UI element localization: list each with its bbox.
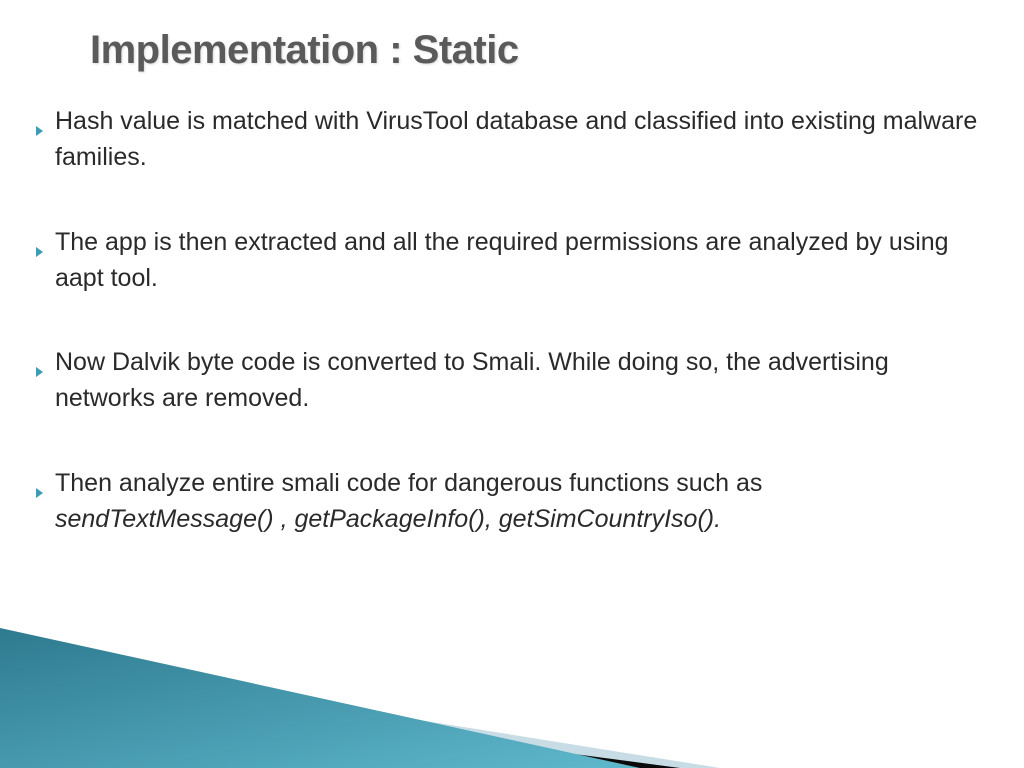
- bullet-text-italic: sendTextMessage() , getPackageInfo(), ge…: [55, 505, 721, 533]
- bullet-item: Now Dalvik byte code is converted to Sma…: [35, 344, 984, 417]
- slide-decor-triangles: [0, 628, 1024, 768]
- bullet-text: The app is then extracted and all the re…: [55, 224, 984, 297]
- bullet-marker-icon: [35, 465, 55, 509]
- slide-title: Implementation : Static: [0, 0, 1024, 73]
- bullet-item: The app is then extracted and all the re…: [35, 224, 984, 297]
- slide-content: Hash value is matched with VirusTool dat…: [0, 73, 1024, 537]
- bullet-text: Then analyze entire smali code for dange…: [55, 465, 984, 538]
- bullet-text: Now Dalvik byte code is converted to Sma…: [55, 344, 984, 417]
- bullet-text-prefix: Then analyze entire smali code for dange…: [55, 469, 762, 497]
- bullet-marker-icon: [35, 344, 55, 388]
- bullet-marker-icon: [35, 224, 55, 268]
- bullet-item: Then analyze entire smali code for dange…: [35, 465, 984, 538]
- bullet-marker-icon: [35, 103, 55, 147]
- bullet-text: Hash value is matched with VirusTool dat…: [55, 103, 984, 176]
- bullet-item: Hash value is matched with VirusTool dat…: [35, 103, 984, 176]
